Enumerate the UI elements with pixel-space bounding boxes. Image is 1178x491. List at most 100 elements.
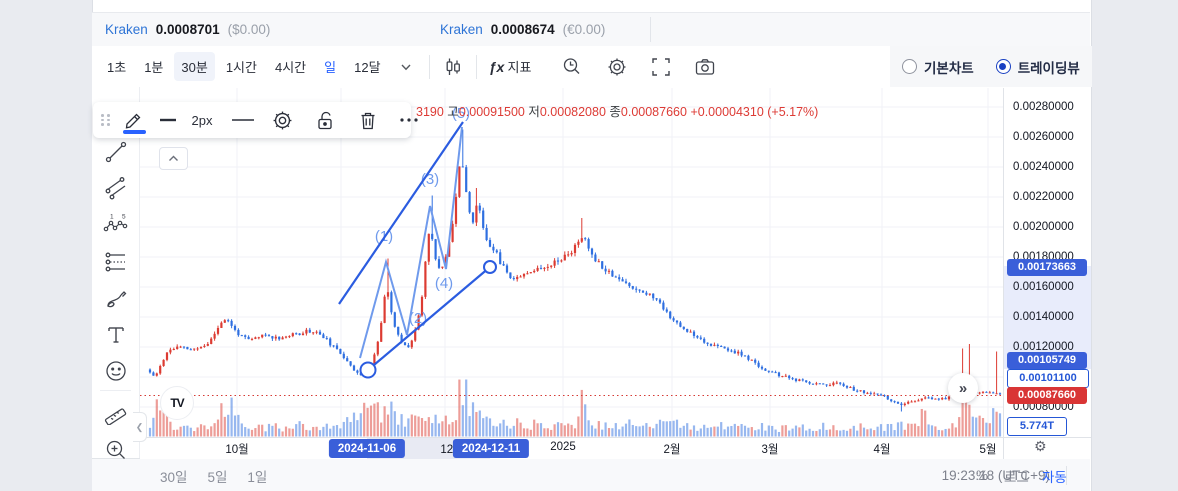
candle-body	[777, 372, 781, 377]
candlestick-plot[interactable]: (1)(2)(3)(4)(5)	[140, 88, 1003, 437]
volume-bar	[869, 428, 872, 437]
range-1d[interactable]: 1일	[247, 469, 268, 485]
line-width-button[interactable]: 2px	[191, 112, 213, 128]
range-30d[interactable]: 30일	[160, 469, 188, 485]
camera-snapshot-icon[interactable]	[691, 53, 719, 81]
candle-body	[424, 261, 427, 297]
price-scale[interactable]: 0.00280000 0.00260000 0.00240000 0.00220000…	[1003, 88, 1091, 437]
clock-timezone[interactable]: 19:23:18 (UTC+9)	[941, 468, 1050, 483]
candle-body	[577, 241, 580, 245]
volume-bar	[254, 428, 257, 437]
time-axis-settings-gear-icon[interactable]: ⚙	[1034, 439, 1047, 455]
symbol-pane-eur[interactable]: Kraken 0.0008674 (€0.00)	[440, 13, 605, 46]
volume-bar	[550, 429, 553, 437]
candle-body	[203, 345, 206, 348]
zoom-in-tool[interactable]	[102, 436, 130, 464]
volume-bar	[407, 418, 410, 437]
volume-bar	[461, 405, 464, 437]
symbol-pane-usd[interactable]: Kraken 0.0008701 ($0.00)	[105, 13, 270, 46]
radio-basic-chart[interactable]: 기본차트	[902, 57, 974, 77]
pencil-tool-button[interactable]	[120, 106, 148, 134]
candle-body	[458, 166, 461, 197]
volume-bar	[771, 425, 774, 437]
indicator-label[interactable]: 지표	[507, 60, 532, 75]
volume-bar	[879, 424, 883, 437]
candle-body	[465, 167, 468, 193]
brush-tool[interactable]	[102, 285, 130, 313]
candle-body	[822, 383, 825, 385]
range-5d[interactable]: 5일	[207, 469, 228, 485]
volume-bar	[975, 417, 978, 437]
interval-1m[interactable]: 1분	[144, 60, 164, 75]
candle-body	[890, 399, 893, 402]
ruler-tool[interactable]	[102, 399, 130, 427]
settings-gear-icon[interactable]	[603, 53, 631, 81]
sidebar-collapse-tab[interactable]: ❮	[133, 412, 147, 442]
go-to-realtime-button[interactable]: »	[948, 373, 978, 403]
percent-scale-button[interactable]: %	[976, 468, 989, 483]
candle-body	[720, 346, 723, 348]
candle-body	[679, 322, 682, 327]
exchange-link[interactable]: Kraken	[440, 22, 483, 37]
interval-1d[interactable]: 일	[324, 60, 337, 75]
volume-bar	[628, 419, 631, 437]
volume-bar	[631, 424, 634, 437]
volume-bar	[941, 430, 944, 437]
candle-body	[845, 386, 849, 388]
line-style-button[interactable]	[229, 106, 257, 134]
more-options-icon[interactable]	[395, 106, 423, 134]
fullscreen-icon[interactable]	[647, 53, 675, 81]
text-tool[interactable]	[102, 321, 130, 349]
volume-bar	[349, 421, 352, 437]
toolbar-collapse-button[interactable]	[159, 147, 188, 170]
volume-bar	[805, 430, 808, 437]
projection-tool[interactable]	[102, 248, 130, 276]
price-tick-label: 0.00080000	[1013, 400, 1074, 413]
elliott-wave-tool[interactable]: 1 5	[102, 211, 130, 239]
delete-drawing-icon[interactable]	[354, 106, 382, 134]
candle-body	[414, 329, 417, 341]
interval-12M[interactable]: 12달	[354, 60, 381, 75]
replay-search-icon[interactable]	[557, 53, 585, 81]
volume-bar	[366, 407, 369, 437]
chevron-down-icon[interactable]	[392, 53, 420, 81]
unlock-icon[interactable]	[311, 106, 339, 134]
volume-bar	[563, 425, 566, 437]
candle-body	[427, 233, 430, 262]
emoji-tool[interactable]	[102, 357, 130, 385]
tradingview-logo[interactable]: TV	[160, 386, 194, 420]
interval-4h[interactable]: 4시간	[274, 60, 307, 75]
log-scale-button[interactable]: 로그	[1004, 469, 1029, 485]
drawing-settings-gear-icon[interactable]	[268, 106, 296, 134]
candle-body	[206, 343, 209, 346]
interval-1h[interactable]: 1시간	[225, 60, 257, 75]
volume-bar	[312, 426, 315, 437]
parallel-channel-tool[interactable]	[102, 174, 130, 202]
line-color-button[interactable]	[154, 106, 182, 134]
volume-bar	[359, 413, 362, 437]
drag-handle-icon[interactable]	[101, 114, 111, 126]
symbol-bar: Kraken 0.0008701 ($0.00) Kraken 0.000867…	[92, 12, 1090, 47]
volume-bar	[849, 428, 852, 437]
volume-bar	[740, 424, 743, 437]
volume-bar	[981, 418, 985, 437]
volume-bar	[788, 430, 791, 437]
interval-30m[interactable]: 30분	[174, 52, 215, 81]
candle-body	[376, 341, 379, 355]
trend-line-tool[interactable]	[102, 138, 130, 166]
candle-body	[567, 254, 570, 256]
interval-1s[interactable]: 1초	[107, 60, 127, 75]
auto-scale-button[interactable]: 자동	[1042, 469, 1067, 485]
volume-bar	[420, 418, 424, 437]
volume-bar	[808, 428, 811, 437]
candlestick-style-icon[interactable]	[439, 53, 467, 81]
candle-body	[706, 342, 709, 344]
exchange-link[interactable]: Kraken	[105, 22, 148, 37]
candle-body	[339, 348, 342, 354]
volume-bar	[577, 416, 580, 437]
radio-tradingview[interactable]: 트레이딩뷰	[995, 57, 1080, 77]
fx-indicator-icon[interactable]: ƒx	[488, 58, 505, 75]
volume-bar	[165, 415, 169, 437]
candle-body	[743, 355, 747, 357]
